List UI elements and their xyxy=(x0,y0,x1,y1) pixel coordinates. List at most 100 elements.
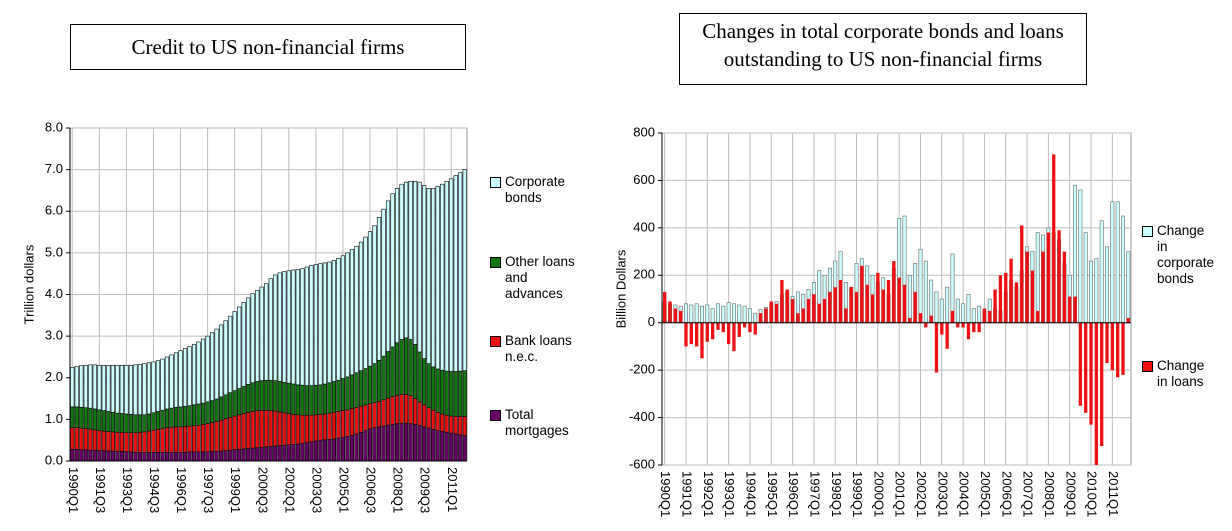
bar xyxy=(376,217,382,361)
x-tick-label: 1990Q1 xyxy=(66,467,81,513)
bar xyxy=(291,444,296,462)
bar xyxy=(264,409,269,448)
bar xyxy=(403,337,409,395)
bar xyxy=(769,301,773,323)
bar xyxy=(403,394,409,424)
bar xyxy=(255,290,260,382)
bar xyxy=(431,366,436,411)
bar xyxy=(435,368,440,413)
bar xyxy=(913,291,917,323)
x-tick-label: 1994Q1 xyxy=(744,471,759,517)
bar xyxy=(173,352,179,408)
bar xyxy=(295,414,300,445)
bar xyxy=(737,322,741,337)
bar xyxy=(142,451,147,462)
bar xyxy=(151,451,156,462)
bar xyxy=(367,365,373,404)
bar xyxy=(440,413,445,432)
legend-swatch xyxy=(490,410,501,421)
bar xyxy=(173,407,179,428)
y-tick-label: 0 xyxy=(648,314,655,329)
bar xyxy=(1083,232,1088,324)
bar xyxy=(255,447,260,462)
bar xyxy=(97,450,102,462)
bar xyxy=(97,409,102,431)
bar xyxy=(376,426,382,462)
bar xyxy=(83,428,88,451)
bar xyxy=(1020,225,1024,323)
bar xyxy=(1126,317,1130,323)
bar xyxy=(255,381,260,411)
x-tick-label: 2005Q1 xyxy=(337,467,352,513)
bar xyxy=(128,364,134,415)
bar xyxy=(178,426,183,453)
bar xyxy=(961,303,966,324)
bar xyxy=(196,341,201,405)
bar xyxy=(897,277,901,323)
bar xyxy=(403,181,409,339)
x-tick-label: 2006Q3 xyxy=(364,467,379,513)
bar xyxy=(268,379,273,411)
bar xyxy=(1009,258,1013,323)
bar xyxy=(458,172,463,372)
y-tick-label: -200 xyxy=(629,362,655,377)
bar xyxy=(972,322,976,333)
bar xyxy=(413,424,418,462)
bar xyxy=(367,231,373,367)
bar xyxy=(694,322,699,347)
bar xyxy=(309,441,314,462)
bar xyxy=(173,451,179,462)
bar xyxy=(277,272,282,382)
bar xyxy=(322,439,327,462)
x-tick-label: 1998Q1 xyxy=(829,471,844,517)
bar xyxy=(417,351,422,403)
bar xyxy=(241,386,246,414)
bar xyxy=(908,317,912,323)
bar xyxy=(336,379,341,412)
x-tick-label: 2011Q1 xyxy=(445,467,460,512)
y-tick-label: -400 xyxy=(629,409,655,424)
x-tick-label: 2005Q1 xyxy=(978,471,993,517)
bar xyxy=(934,291,939,324)
bar xyxy=(79,365,84,408)
bar xyxy=(119,364,124,414)
bar xyxy=(801,308,805,323)
bar xyxy=(327,382,332,414)
bar xyxy=(458,370,463,417)
legend-item: Change in loans xyxy=(1142,358,1218,390)
bar xyxy=(844,308,848,323)
bar xyxy=(426,188,431,364)
bar xyxy=(88,407,93,430)
bar xyxy=(318,439,323,462)
bar xyxy=(358,370,364,407)
bar xyxy=(142,414,147,433)
bar xyxy=(178,451,183,462)
bar xyxy=(155,360,161,412)
bar xyxy=(737,304,742,324)
bar xyxy=(753,312,758,324)
bar xyxy=(97,430,102,451)
bar xyxy=(354,245,359,374)
bar xyxy=(70,427,75,450)
bar xyxy=(268,278,273,381)
bar xyxy=(92,408,97,431)
y-tick-label: 4.0 xyxy=(45,286,63,301)
bar xyxy=(684,303,688,324)
bar xyxy=(128,432,134,453)
y-tick-label: 400 xyxy=(633,219,655,234)
bar xyxy=(169,354,174,409)
bar xyxy=(101,430,106,451)
bar xyxy=(137,414,143,433)
legend-item: Change in corporate bonds xyxy=(1142,223,1218,287)
x-tick-label: 1993Q1 xyxy=(120,467,135,513)
bar xyxy=(286,413,291,446)
bar xyxy=(286,382,291,414)
bar xyxy=(146,430,152,453)
bar xyxy=(282,271,287,383)
legend-label: Total mortgages xyxy=(505,407,569,438)
bar xyxy=(241,302,246,387)
bar xyxy=(241,413,246,450)
bar xyxy=(309,414,314,443)
legend-label: Corporate bonds xyxy=(505,174,566,205)
